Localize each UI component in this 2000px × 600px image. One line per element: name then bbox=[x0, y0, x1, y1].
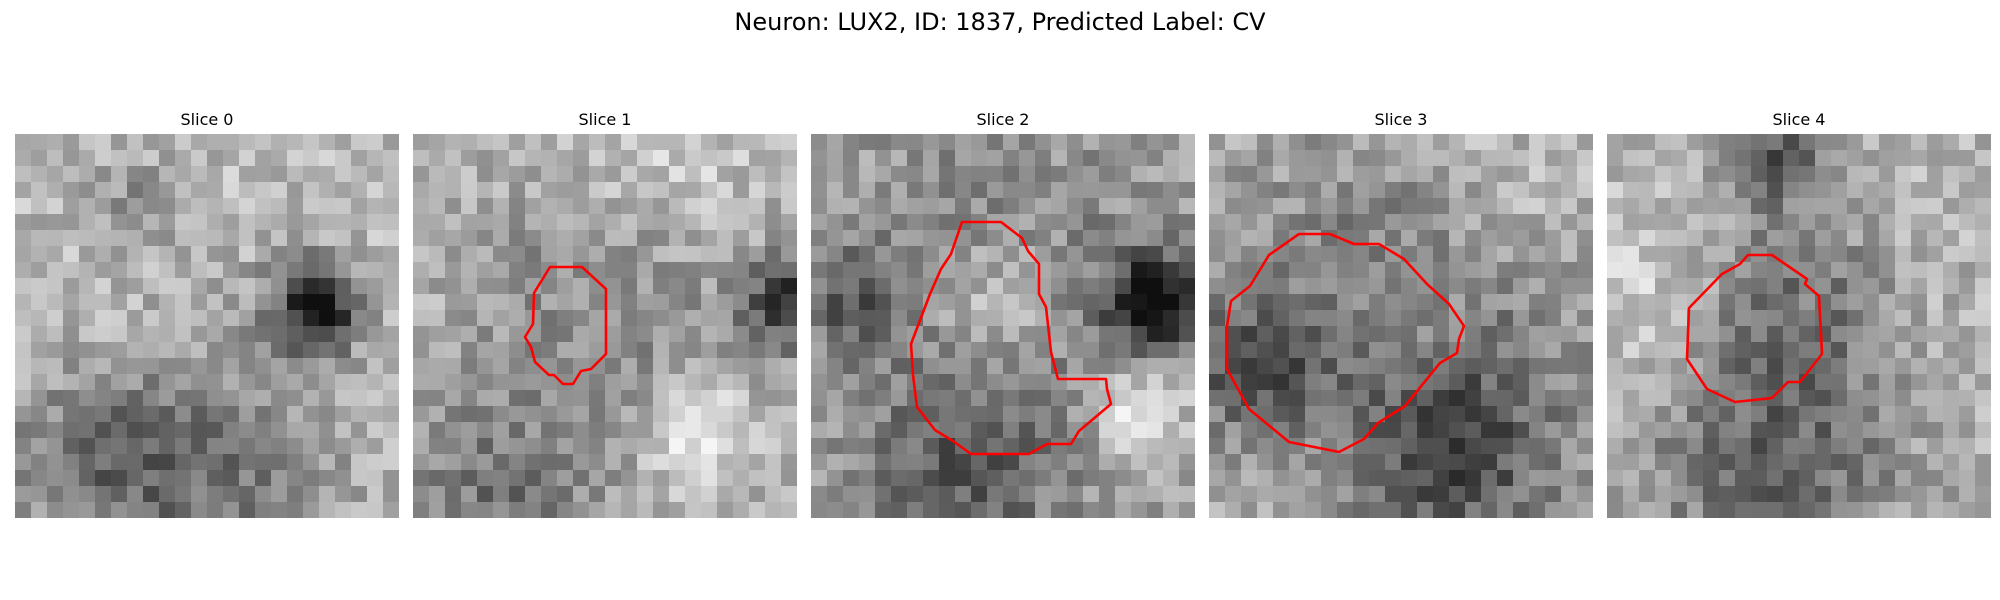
grayscale-image bbox=[1607, 134, 1991, 518]
slice-title: Slice 0 bbox=[180, 110, 234, 129]
segmentation-contour bbox=[1225, 232, 1466, 454]
slice-title: Slice 1 bbox=[578, 110, 632, 129]
segmentation-contour bbox=[909, 220, 1113, 456]
slice-panel-0: Slice 0 bbox=[15, 110, 399, 518]
slice-panel-3: Slice 3 bbox=[1209, 110, 1593, 518]
slice-title: Slice 2 bbox=[976, 110, 1030, 129]
slice-title: Slice 3 bbox=[1374, 110, 1428, 129]
segmentation-contour bbox=[523, 265, 608, 386]
grayscale-image bbox=[15, 134, 399, 518]
slice-panel-1: Slice 1 bbox=[413, 110, 797, 518]
segmentation-contour bbox=[1685, 253, 1824, 404]
figure-title: Neuron: LUX2, ID: 1837, Predicted Label:… bbox=[734, 8, 1266, 36]
slice-title: Slice 4 bbox=[1772, 110, 1826, 129]
slice-panel-4: Slice 4 bbox=[1607, 110, 1991, 518]
slice-panel-2: Slice 2 bbox=[811, 110, 1195, 518]
grayscale-image bbox=[1209, 134, 1593, 518]
